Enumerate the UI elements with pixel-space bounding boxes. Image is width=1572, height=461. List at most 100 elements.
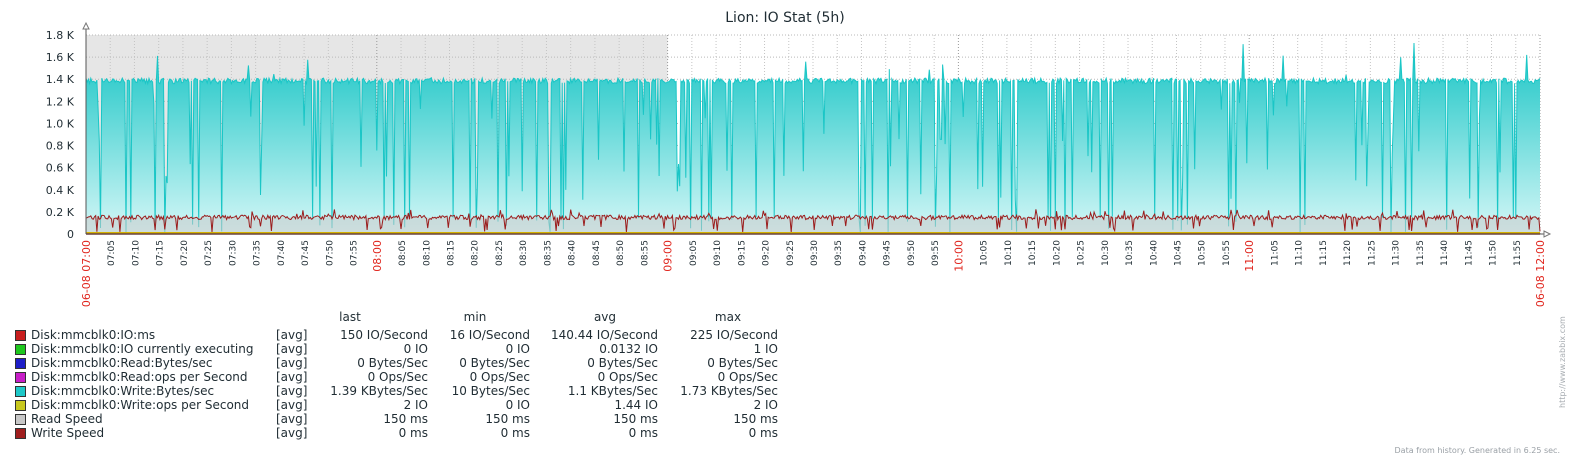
x-tick-label: 10:10: [1004, 240, 1014, 266]
legend-value-min: 0 Ops/Sec: [469, 370, 530, 384]
x-tick-label: 07:55: [350, 240, 360, 266]
x-tick-label: 09:40: [858, 240, 868, 266]
legend-value-avg: 150 ms: [613, 412, 658, 426]
x-tick-label: 09:35: [834, 240, 844, 266]
legend-item-name: Disk:mmcblk0:Read:Bytes/sec: [31, 356, 213, 370]
legend-item-function: [avg]: [276, 342, 308, 356]
axes: [82, 21, 1552, 238]
x-tick-label: 11:40: [1440, 240, 1450, 266]
x-tick-label: 11:50: [1489, 240, 1499, 266]
legend-value-min: 0 ms: [500, 426, 530, 440]
legend-value-last: 0 IO: [403, 342, 428, 356]
y-tick-label: 1.2 K: [46, 95, 75, 108]
x-tick-label: 10:55: [1222, 240, 1232, 266]
legend-value-last: 0 ms: [398, 426, 428, 440]
x-tick-label: 10:40: [1149, 240, 1159, 266]
legend-value-min: 150 ms: [485, 412, 530, 426]
chart-title: Lion: IO Stat (5h): [725, 10, 845, 26]
y-tick-label: 1.4 K: [46, 73, 75, 86]
y-tick-label: 1.8 K: [46, 29, 75, 42]
x-start-label: 06-08 07:00: [80, 240, 93, 307]
x-tick-label: 07:40: [277, 240, 287, 266]
x-tick-label: 08:20: [471, 240, 481, 266]
x-tick-label: 07:05: [107, 240, 117, 266]
legend-item-function: [avg]: [276, 356, 308, 370]
x-tick-label: 07:10: [131, 240, 141, 266]
x-tick-label: 11:20: [1343, 240, 1353, 266]
x-tick-label: 10:00: [952, 240, 965, 272]
legend-value-last: 150 ms: [383, 412, 428, 426]
legend-value-avg: 0 Ops/Sec: [597, 370, 658, 384]
x-tick-label: 10:50: [1198, 240, 1208, 266]
legend-header-last: last: [339, 310, 361, 324]
legend-swatch: [15, 386, 26, 397]
x-tick-label: 07:15: [156, 240, 166, 266]
legend-value-avg: 1.1 KBytes/Sec: [567, 384, 658, 398]
x-tick-label: 08:00: [371, 240, 384, 272]
legend-value-avg: 1.44 IO: [614, 398, 658, 412]
legend-value-last: 0 Bytes/Sec: [357, 356, 428, 370]
y-tick-labels: 0 0.2 K 0.4 K 0.6 K 0.8 K 1.0 K 1.2 K 1.4 K 1.6 …: [46, 29, 75, 241]
legend-value-max: 0 ms: [748, 426, 778, 440]
legend-row: Disk:mmcblk0:IO currently executing [avg]…: [0, 342, 800, 356]
x-tick-label: 09:25: [786, 240, 796, 266]
legend-value-min: 0 Bytes/Sec: [459, 356, 530, 370]
legend-value-avg: 0 ms: [628, 426, 658, 440]
x-tick-label: 08:35: [543, 240, 553, 266]
y-tick-label: 1.0 K: [46, 117, 75, 130]
legend-value-max: 1 IO: [753, 342, 778, 356]
chart-area: Lion: IO Stat (5h) 0 0.2 K 0.4 K 0.6 K 0.8 K…: [46, 10, 1552, 307]
legend-value-max: 225 IO/Second: [690, 328, 778, 342]
y-tick-label: 0.2 K: [46, 206, 75, 219]
legend-header-avg: avg: [593, 310, 617, 324]
x-tick-labels: 06-08 07:00 07:05 07:10 07:15 07:20 07:25 07:3…: [80, 240, 1547, 307]
legend-value-min: 0 IO: [505, 398, 530, 412]
legend-swatch: [15, 372, 26, 383]
legend-swatch: [15, 330, 26, 341]
x-tick-label: 11:55: [1513, 240, 1523, 266]
x-tick-label: 08:10: [422, 240, 432, 266]
legend-value-last: 2 IO: [403, 398, 428, 412]
legend-value-avg: 0.0132 IO: [599, 342, 658, 356]
x-tick-label: 08:40: [568, 240, 578, 266]
legend-swatch: [15, 428, 26, 439]
legend-swatch: [15, 344, 26, 355]
footer-note: Data from history. Generated in 6.25 sec…: [1394, 446, 1560, 455]
legend-row: Write Speed [avg] 0 ms 0 ms 0 ms 0 ms: [0, 426, 800, 440]
legend-value-avg: 0 Bytes/Sec: [587, 356, 658, 370]
legend-swatch: [15, 400, 26, 411]
legend-item-name: Disk:mmcblk0:IO currently executing: [31, 342, 254, 356]
legend-row: Read Speed [avg] 150 ms 150 ms 150 ms 150 ms: [0, 412, 800, 426]
x-tick-label: 10:15: [1028, 240, 1038, 266]
zabbix-url: http://www.zabbix.com: [1558, 316, 1567, 408]
legend-value-avg: 140.44 IO/Second: [551, 328, 658, 342]
x-axis-arrow: [1543, 230, 1552, 238]
legend-item-function: [avg]: [276, 384, 308, 398]
legend-value-last: 1.39 KBytes/Sec: [330, 384, 428, 398]
x-tick-label: 09:10: [713, 240, 723, 266]
x-tick-label: 09:45: [883, 240, 893, 266]
legend-item-name: Disk:mmcblk0:Read:ops per Second: [31, 370, 248, 384]
y-axis-arrow: [82, 21, 90, 30]
x-tick-label: 07:35: [253, 240, 263, 266]
x-tick-label: 08:45: [592, 240, 602, 266]
legend-header-min: min: [463, 310, 487, 324]
legend-value-last: 150 IO/Second: [340, 328, 428, 342]
x-tick-label: 10:25: [1077, 240, 1087, 266]
y-tick-label: 0: [67, 228, 74, 241]
x-tick-label: 08:25: [495, 240, 505, 266]
legend-item-name: Disk:mmcblk0:Write:Bytes/sec: [31, 384, 215, 398]
legend-header-max: max: [714, 310, 742, 324]
x-tick-label: 09:50: [907, 240, 917, 266]
x-tick-label: 11:15: [1319, 240, 1329, 266]
y-tick-label: 0.6 K: [46, 162, 75, 175]
x-tick-label: 08:50: [616, 240, 626, 266]
legend-value-min: 16 IO/Second: [449, 328, 530, 342]
legend-item-function: [avg]: [276, 426, 308, 440]
legend-item-name: Disk:mmcblk0:IO:ms: [31, 328, 156, 342]
y-tick-label: 0.4 K: [46, 184, 75, 197]
x-tick-label: 10:35: [1125, 240, 1135, 266]
legend-value-max: 0 Ops/Sec: [717, 370, 778, 384]
legend-row: Disk:mmcblk0:Write:Bytes/sec [avg] 1.39 KB…: [0, 384, 800, 398]
x-tick-label: 11:35: [1416, 240, 1426, 266]
